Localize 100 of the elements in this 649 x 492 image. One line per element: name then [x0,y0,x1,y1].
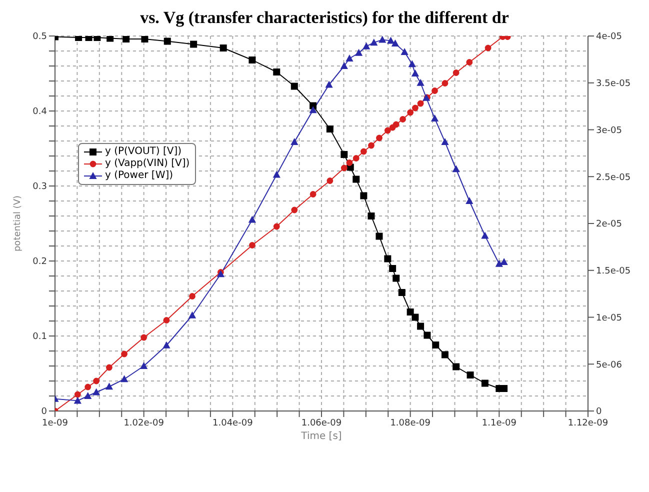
point [500,258,508,265]
point [249,242,256,248]
point [220,44,227,52]
point [466,197,474,204]
point [408,60,416,68]
point [376,134,382,142]
x-tick-label: 1.02e-09 [124,418,164,428]
legend-label: y (Vapp(VIN) [V]) [105,158,190,170]
y-tick-label: 0 [41,407,48,418]
y2-tick-label: 1e-05 [596,313,622,324]
point [424,332,431,339]
point [105,382,113,390]
point [309,106,317,114]
point [120,375,128,382]
point [484,44,492,52]
point [189,293,196,300]
point [400,48,408,55]
y2-tick-label: 0 [596,407,602,418]
point [188,311,196,318]
point [411,70,420,76]
point [452,70,460,76]
point [84,392,92,399]
point [326,126,334,132]
point [355,48,363,56]
legend-label: y (Power [W]) [105,170,174,182]
point [121,350,128,358]
point [248,216,256,223]
x-tick-label: 1e-09 [42,418,68,428]
point [74,391,81,398]
point [140,362,148,369]
point [93,378,100,384]
point [398,289,406,296]
point [432,342,440,348]
point [432,88,438,94]
y-tick-label: 0.2 [32,257,47,268]
point [481,232,489,239]
point [416,78,424,86]
point [466,372,474,378]
y2-tick-label: 3.5e-05 [596,79,631,90]
point [248,56,256,64]
point [430,114,439,122]
point [384,255,392,262]
point [272,170,280,178]
point [441,351,448,358]
point [162,341,170,348]
point [412,104,418,112]
point [386,36,395,44]
point [407,109,414,116]
point [481,380,488,387]
point [452,165,460,172]
x-axis-title: Time [s] [300,431,342,442]
point [340,151,348,158]
x-tick-label: 1.12e-09 [568,418,608,428]
point [391,40,400,46]
point [352,155,360,162]
point [392,274,400,282]
legend-label: y (P(VOUT) [V]) [105,146,182,158]
point [378,36,386,43]
point [389,265,396,272]
point [417,100,424,107]
y-tick-label: 0.4 [32,107,48,118]
point [360,148,367,155]
x-tick-label: 1.06e-09 [301,418,342,428]
y-tick-label: 0.5 [32,32,47,42]
point [290,138,298,145]
point [106,36,114,42]
point [352,176,360,183]
point [368,142,374,149]
point [384,127,391,134]
point [412,314,419,321]
point [417,322,424,330]
y2-tick-label: 2.5e-05 [596,172,631,183]
point [122,36,130,42]
point [163,317,170,324]
point [273,223,280,230]
y-axis-title: potential (V) [13,195,24,252]
point [360,192,368,200]
point [346,160,353,166]
y2-tick-label: 3e-05 [596,126,622,136]
chart-title: vs. Vg (transfer characteristics) for the different dr [139,8,510,28]
point [106,364,112,371]
x-tick-label: 1.1e-09 [482,418,517,428]
point [190,40,198,48]
point [291,206,298,214]
point [346,54,354,62]
point [466,59,473,66]
point [141,36,148,42]
point [92,388,100,396]
point [392,121,400,128]
point [400,116,406,122]
point [74,396,82,404]
x-tick-label: 1.08e-09 [390,418,431,428]
point [290,82,298,90]
y2-tick-label: 1.5e-05 [596,266,631,277]
x-tick-label: 1.04e-09 [212,418,254,428]
point [362,42,370,50]
y-tick-label: 0.1 [32,332,47,342]
point [84,384,92,390]
point [340,164,348,172]
point [164,38,171,45]
